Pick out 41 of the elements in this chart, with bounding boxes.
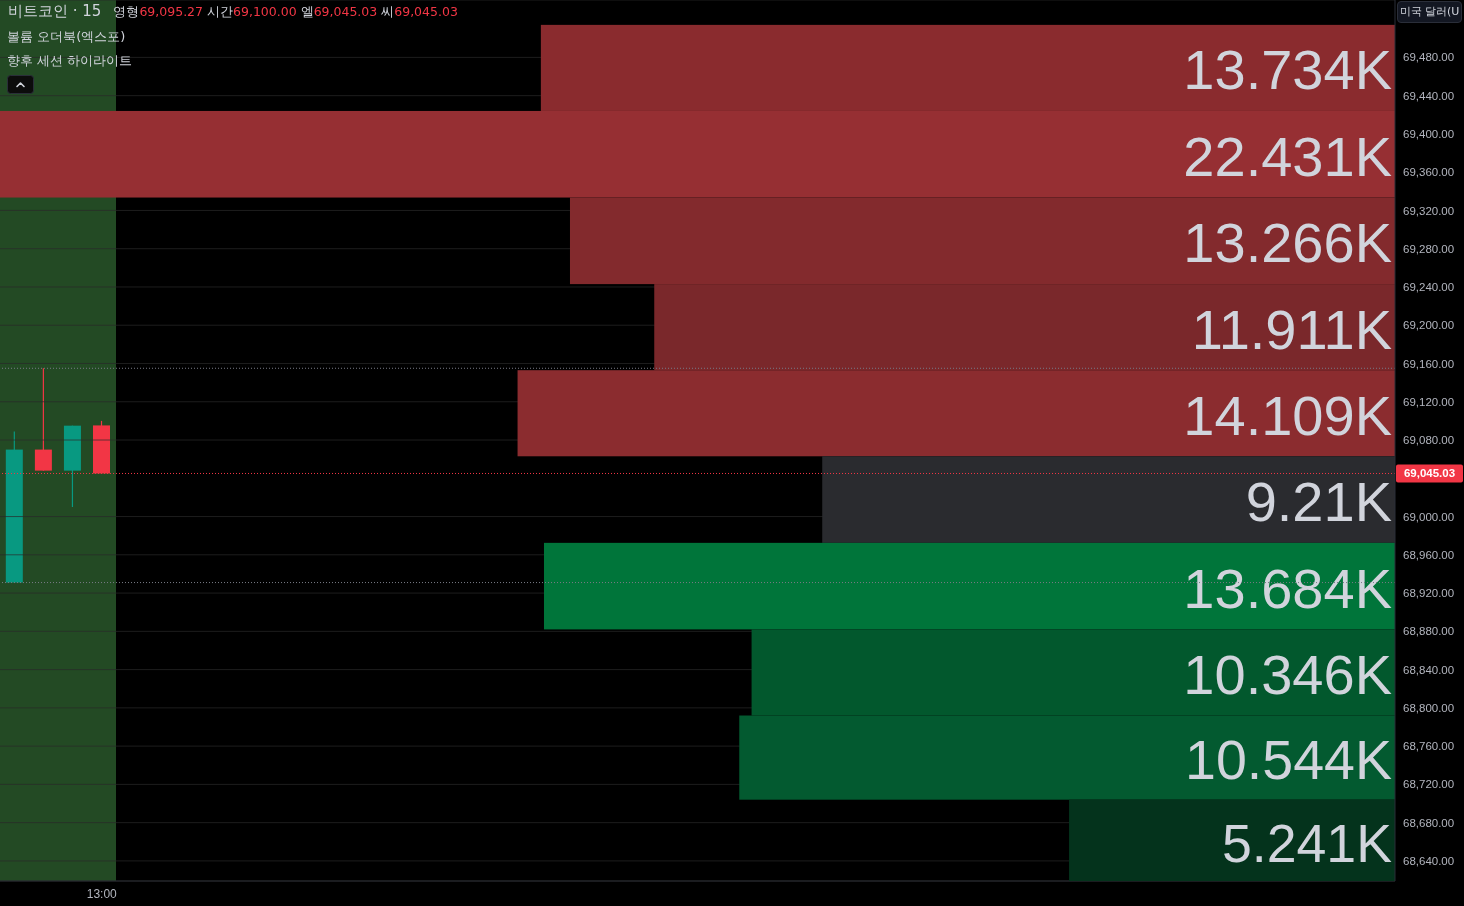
- y-tick-label: 69,080.00: [1403, 434, 1455, 447]
- y-tick-label: 69,480.00: [1403, 51, 1455, 64]
- y-tick-label: 69,200.00: [1403, 319, 1455, 332]
- annotation: 향후 세션 하이라이트: [7, 53, 133, 68]
- ref-line-label: 69,045.03: [1403, 467, 1456, 480]
- data-label: 10.544K: [1185, 728, 1392, 791]
- y-tick-label: 68,920.00: [1403, 587, 1455, 600]
- annotation: 볼륨 오더북(엑스포): [7, 29, 126, 44]
- y-tick-label: 69,240.00: [1403, 281, 1455, 294]
- data-label: 13.684K: [1183, 556, 1392, 620]
- data-label: 9.21K: [1245, 470, 1392, 534]
- y-axis-title: 미국 달러(U: [1399, 5, 1460, 18]
- y-tick-label: 68,800.00: [1403, 701, 1455, 714]
- bar: [517, 370, 1395, 457]
- data-label: 13.734K: [1183, 38, 1392, 102]
- chart-title: 비트코인 · 15: [8, 2, 102, 21]
- y-tick-label: 68,840.00: [1403, 663, 1455, 676]
- y-tick-label: 68,760.00: [1403, 740, 1455, 753]
- data-label: 14.109K: [1183, 383, 1392, 447]
- candlestick: [34, 367, 52, 472]
- y-tick-label: 69,400.00: [1403, 128, 1455, 140]
- y-tick-label: 69,440.00: [1403, 89, 1455, 102]
- y-tick-label: 69,360.00: [1403, 166, 1455, 179]
- y-tick-label: 69,000.00: [1403, 510, 1455, 523]
- y-tick-label: 68,720.00: [1403, 778, 1455, 791]
- y-tick-label: 68,640.00: [1403, 854, 1455, 867]
- y-tick-label: 69,320.00: [1403, 204, 1455, 217]
- data-label: 10.346K: [1183, 642, 1392, 706]
- y-tick-label: 68,880.00: [1403, 625, 1455, 638]
- y-tick-label: 68,960.00: [1403, 548, 1455, 561]
- data-label: 11.911K: [1191, 297, 1392, 361]
- x-tick-label: 13:00: [86, 886, 118, 901]
- y-tick-label: 69,160.00: [1403, 357, 1455, 370]
- data-label: 22.431K: [1183, 124, 1392, 188]
- data-label: 5.241K: [1221, 812, 1393, 873]
- y-tick-label: 69,280.00: [1403, 242, 1455, 255]
- chart-subtitle: 영형69,095.27 시간69,100.00 엘69,045.03 씨69,045.03: [113, 4, 458, 19]
- data-label: 13.266K: [1183, 211, 1392, 275]
- bar: [543, 542, 1395, 630]
- y-tick-label: 68,680.00: [1403, 816, 1455, 829]
- y-tick-label: 69,120.00: [1403, 395, 1455, 408]
